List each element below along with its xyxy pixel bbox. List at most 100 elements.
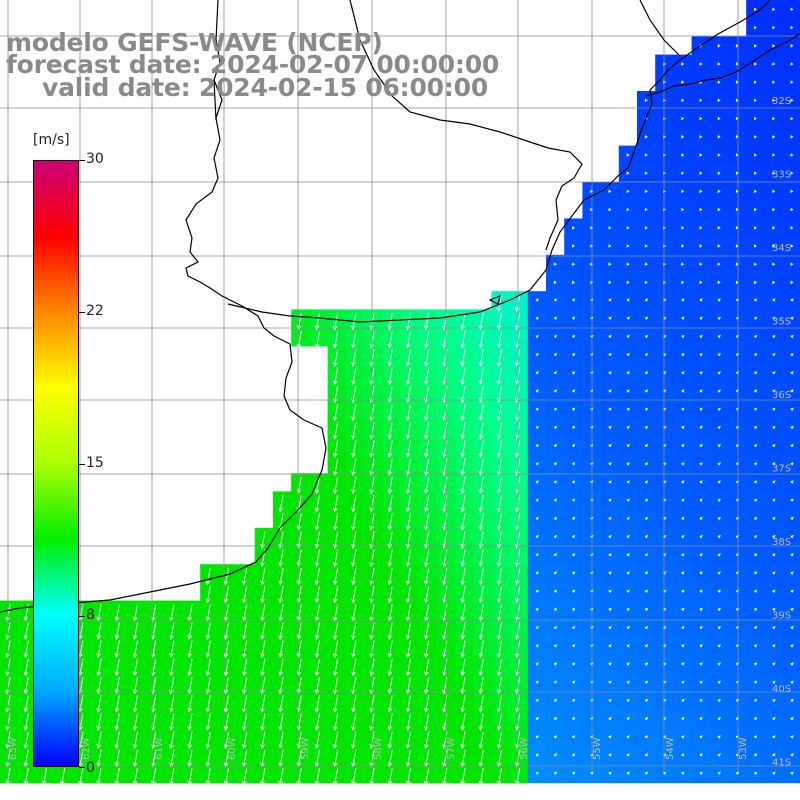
wind-arrow: [626, 680, 630, 684]
wind-arrow: [644, 680, 649, 684]
wind-arrow: [608, 443, 612, 448]
wind-arrow: [790, 589, 794, 593]
wind-arrow: [699, 771, 703, 775]
wind-arrow: [626, 498, 630, 502]
wind-arrow: [387, 458, 393, 477]
wind-arrow: [772, 189, 776, 194]
wind-arrow: [644, 153, 648, 157]
wind-arrow: [644, 771, 649, 775]
wind-arrow: [644, 534, 649, 539]
wind-arrow: [278, 658, 284, 677]
wind-arrow: [387, 476, 393, 495]
wind-arrow: [496, 767, 502, 786]
wind-arrow: [332, 403, 339, 422]
wind-arrow: [681, 534, 685, 539]
wind-arrow: [478, 695, 484, 713]
wind-arrow: [572, 407, 576, 411]
wind-arrow: [717, 244, 721, 248]
wind-arrow: [496, 604, 502, 622]
lat-label: 32S: [772, 96, 791, 107]
wind-arrow: [423, 549, 430, 568]
wind-arrow: [387, 640, 393, 659]
wind-arrow: [626, 353, 630, 357]
wind-arrow: [278, 549, 284, 568]
lon-label: 56W: [519, 737, 530, 760]
wind-arrow: [608, 244, 612, 248]
wind-arrow: [572, 753, 576, 757]
colorbar-tick-mark: [79, 160, 85, 161]
wind-arrow: [681, 153, 685, 157]
wind-arrow: [150, 767, 157, 786]
wind-arrow: [790, 316, 794, 320]
wind-arrow: [772, 644, 776, 648]
wind-arrow: [699, 334, 703, 338]
wind-arrow: [644, 425, 649, 429]
wind-arrow: [332, 367, 339, 386]
wind-arrow: [332, 713, 339, 731]
wind-arrow: [681, 644, 685, 648]
wind-arrow: [260, 622, 266, 640]
wind-arrow: [699, 589, 703, 593]
wind-arrow: [23, 767, 29, 786]
wind-arrow: [608, 262, 612, 266]
wind-arrow: [717, 280, 721, 285]
wind-arrow: [699, 498, 703, 502]
wind-arrow: [572, 443, 576, 448]
wind-arrow: [278, 713, 284, 731]
wind-arrow: [754, 425, 758, 429]
wind-arrow: [572, 480, 576, 484]
wind-arrow: [754, 516, 758, 520]
wind-arrow: [535, 425, 539, 429]
wind-arrow: [626, 607, 630, 611]
wind-arrow: [772, 371, 776, 375]
lat-label: 38S: [772, 537, 791, 548]
wind-arrow: [644, 462, 649, 466]
wind-arrow: [351, 476, 357, 495]
wind-arrow: [772, 716, 776, 721]
colorbar-tick-mark: [79, 616, 85, 617]
wind-arrow: [754, 353, 758, 357]
wind-arrow: [478, 658, 484, 677]
wind-arrow: [478, 513, 484, 531]
lat-label: 34S: [772, 243, 791, 254]
wind-arrow: [96, 713, 102, 731]
wind-arrow: [699, 735, 703, 739]
wind-arrow: [772, 771, 776, 775]
wind-arrow: [223, 695, 229, 713]
wind-arrow: [626, 298, 630, 302]
wind-arrow: [96, 767, 102, 786]
wind-arrow: [553, 498, 558, 502]
longitude-labels: 63W 62W 61W 60W 59W 58W 57W 56W 55W 54W 53W: [8, 737, 749, 760]
wind-arrow: [478, 767, 484, 786]
wind-arrow: [626, 189, 630, 194]
wind-arrow: [572, 716, 576, 721]
wind-arrow: [187, 713, 193, 731]
wind-arrow: [535, 698, 539, 702]
wind-arrow: [790, 135, 794, 139]
wind-arrow: [681, 334, 685, 338]
wind-arrow: [681, 607, 685, 611]
wind-arrow: [754, 771, 758, 775]
wind-arrow: [351, 604, 357, 622]
wind-arrow: [96, 640, 102, 659]
wind-arrow: [496, 458, 502, 477]
wind-arrow: [590, 771, 594, 775]
wind-arrow: [96, 604, 102, 622]
wind-arrow: [260, 695, 266, 713]
wind-arrow: [754, 443, 758, 448]
wind-arrow: [553, 389, 558, 393]
wind-arrow: [553, 662, 558, 666]
wind-arrow: [699, 662, 703, 666]
wind-arrow: [332, 640, 339, 659]
wind-arrow: [423, 331, 430, 349]
wind-arrow: [790, 334, 794, 338]
wind-arrow: [314, 695, 320, 713]
wind-arrow: [699, 571, 703, 575]
wind-arrow: [772, 334, 776, 338]
wind-arrow: [699, 644, 703, 648]
wind-arrow: [790, 98, 794, 103]
wind-arrow: [205, 640, 211, 659]
wind-arrow: [114, 713, 120, 731]
wind-arrow: [644, 480, 649, 484]
wind-arrow: [169, 676, 175, 695]
